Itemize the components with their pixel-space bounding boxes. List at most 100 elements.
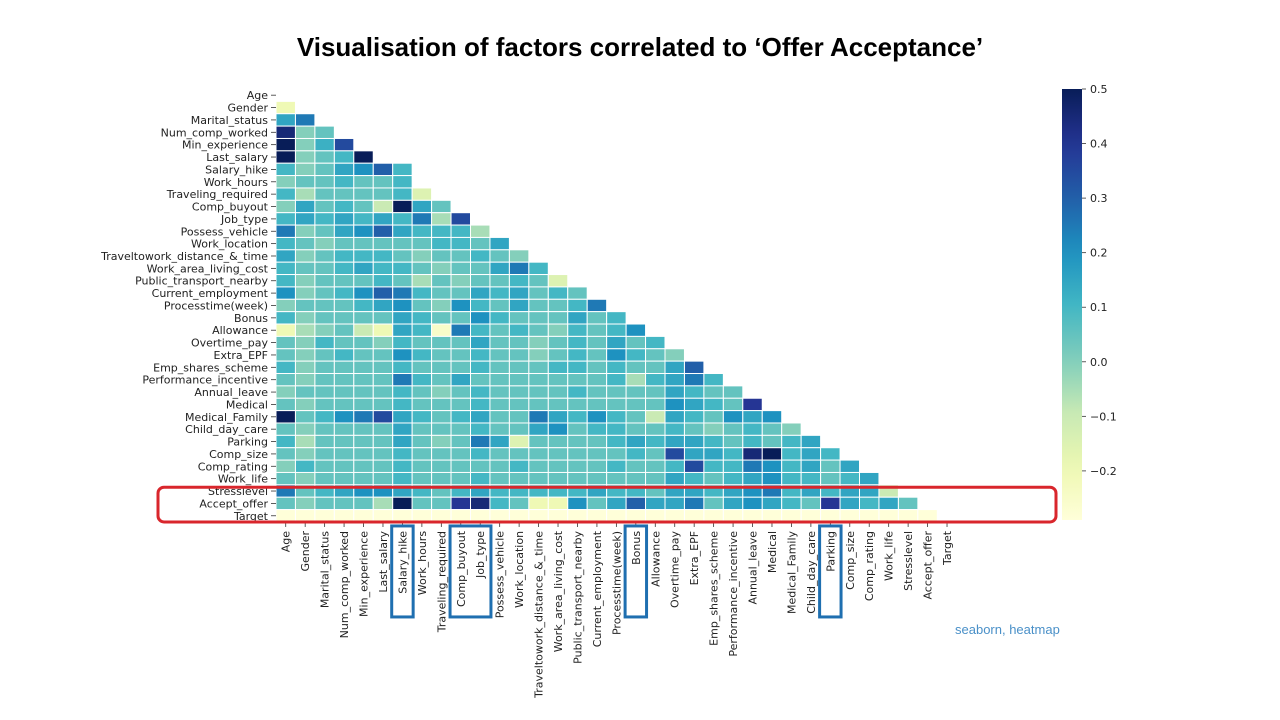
heatmap-cell	[664, 373, 685, 387]
heatmap-cell	[722, 509, 744, 523]
heatmap-cell	[450, 496, 471, 511]
heatmap-cell	[275, 422, 296, 436]
heatmap-cell	[411, 286, 433, 300]
heatmap-cell	[294, 335, 316, 350]
heatmap-cell	[372, 422, 394, 436]
heatmap-cell	[761, 496, 783, 511]
heatmap-cell	[489, 323, 510, 337]
heatmap-cell	[703, 447, 724, 461]
heatmap-cell	[275, 199, 296, 214]
column-label: Current_employment	[591, 530, 604, 647]
column-label: Last_salary	[377, 530, 390, 592]
heatmap-cell	[606, 323, 627, 337]
heatmap-cell	[372, 323, 394, 337]
colorbar-tick-label: 0.1	[1090, 301, 1108, 314]
heatmap-cell	[353, 360, 374, 375]
heatmap-cell	[742, 434, 763, 449]
heatmap-cell	[761, 410, 783, 424]
heatmap-cell	[411, 360, 433, 375]
heatmap-cell	[450, 422, 471, 436]
heatmap-cell	[333, 311, 355, 325]
heatmap-cell	[820, 496, 841, 511]
heatmap-cell	[275, 261, 296, 276]
heatmap-cell	[742, 496, 763, 511]
heatmap-cell	[411, 434, 433, 449]
heatmap-cell	[703, 459, 724, 473]
heatmap-cell	[450, 335, 471, 350]
heatmap-cell	[372, 249, 394, 263]
row-label: Target	[233, 510, 269, 523]
heatmap-cell	[314, 249, 335, 263]
heatmap-cell	[606, 459, 627, 473]
heatmap-cell	[703, 509, 724, 523]
heatmap-cell	[606, 434, 627, 449]
heatmap-cell	[508, 397, 530, 412]
heatmap-cell	[606, 422, 627, 436]
heatmap-cell	[431, 496, 452, 511]
heatmap-cell	[547, 373, 569, 387]
heatmap-cell	[508, 434, 530, 449]
column-label: Num_comp_worked	[338, 531, 351, 638]
column-label: Public_transport_nearby	[571, 530, 584, 663]
heatmap-cell	[450, 434, 471, 449]
heatmap-cell	[470, 471, 491, 486]
heatmap-cell	[645, 434, 666, 449]
column-label: Comp_size	[844, 531, 857, 590]
heatmap-cell	[489, 410, 510, 424]
heatmap-cell	[431, 447, 452, 461]
heatmap-cell	[683, 360, 705, 375]
heatmap-cell	[586, 422, 608, 436]
heatmap-cell	[450, 274, 471, 288]
heatmap-cell	[606, 509, 627, 523]
heatmap-cell	[411, 236, 433, 251]
heatmap-cell	[372, 286, 394, 300]
heatmap-cell	[411, 373, 433, 387]
heatmap-cell	[508, 422, 530, 436]
heatmap-cell	[294, 175, 316, 189]
heatmap-cell	[664, 471, 685, 486]
heatmap-cell	[489, 335, 510, 350]
heatmap-cell	[372, 199, 394, 214]
heatmap-cell	[294, 224, 316, 238]
heatmap-cell	[722, 385, 744, 399]
heatmap-cell	[470, 224, 491, 238]
heatmap-cell	[547, 323, 569, 337]
heatmap-cell	[275, 224, 296, 238]
heatmap-cell	[392, 434, 413, 449]
heatmap-cell	[742, 471, 763, 486]
row-label: Traveltowork_distance_&_time	[100, 250, 268, 263]
heatmap-cell	[353, 199, 374, 214]
heatmap-cell	[353, 335, 374, 350]
heatmap-cell	[508, 348, 530, 362]
heatmap-cell	[645, 447, 666, 461]
heatmap-cell	[431, 274, 452, 288]
heatmap-cell	[664, 459, 685, 473]
heatmap-cell	[450, 236, 471, 251]
heatmap-cell	[275, 459, 296, 473]
row-label: Num_comp_worked	[161, 126, 268, 139]
heatmap-cell	[333, 385, 355, 399]
heatmap-cell	[392, 360, 413, 375]
heatmap-cell	[528, 335, 549, 350]
column-label: Annual_leave	[747, 531, 760, 605]
heatmap-cell	[411, 224, 433, 238]
heatmap-cell	[489, 447, 510, 461]
heatmap-cell	[431, 385, 452, 399]
column-highlight-box	[448, 524, 493, 619]
heatmap-cell	[294, 447, 316, 461]
heatmap-cell	[489, 385, 510, 399]
source-note: seaborn, heatmap	[955, 622, 1060, 637]
heatmap-cell	[645, 509, 666, 523]
heatmap-cell	[275, 348, 296, 362]
colorbar-tick-label: 0.0	[1090, 356, 1108, 369]
heatmap-cell	[820, 447, 841, 461]
heatmap-cell	[606, 348, 627, 362]
heatmap-cell	[470, 509, 491, 523]
heatmap-cell	[508, 298, 530, 313]
column-label: Performance_incentive	[727, 531, 740, 657]
column-label: Work_hours	[416, 531, 429, 596]
heatmap-cell	[333, 434, 355, 449]
heatmap-cell	[489, 373, 510, 387]
heatmap-cell	[606, 410, 627, 424]
heatmap-cell	[392, 274, 413, 288]
